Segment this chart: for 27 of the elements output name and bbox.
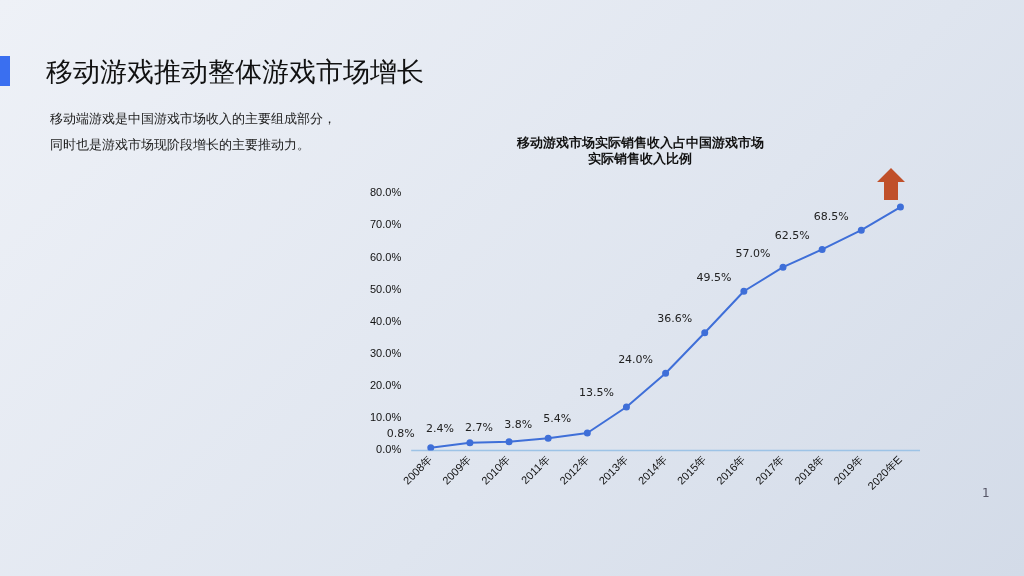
text: 同时也是游戏市场现阶段增长的主要推动力。 <box>50 136 310 154</box>
y-tick-label: 40.0% <box>369 314 402 327</box>
text: 移动游戏推动整体游戏市场增长 <box>46 55 424 89</box>
data-label: 57.0% <box>735 246 771 260</box>
data-label: 13.5% <box>578 386 614 400</box>
text: 移动游戏市场实际销售收入占中国游戏市场 <box>516 135 764 151</box>
data-label: 5.4% <box>543 412 572 426</box>
y-tick-label: 30.0% <box>369 346 402 359</box>
data-label: 49.5% <box>696 270 732 284</box>
text: 移动端游戏是中国游戏市场收入的主要组成部分， <box>50 110 336 128</box>
y-tick-label: 70.0% <box>369 218 402 231</box>
text: 实际销售收入比例 <box>588 150 692 166</box>
data-label: 3.8% <box>504 417 533 431</box>
y-tick-label: 60.0% <box>369 250 402 263</box>
y-tick-label: 50.0% <box>369 282 402 295</box>
data-label: 2.4% <box>425 422 454 436</box>
data-label: 24.0% <box>618 352 654 366</box>
data-label: 36.6% <box>657 312 693 326</box>
data-label: 2.7% <box>465 421 494 435</box>
y-tick-label: 20.0% <box>369 379 402 392</box>
data-label: 62.5% <box>774 228 810 242</box>
data-label: 0.8% <box>386 427 415 441</box>
data-label: 68.5% <box>813 209 849 223</box>
text: 1 <box>982 486 990 500</box>
y-tick-label: 0.0% <box>376 443 402 456</box>
y-tick-label: 80.0% <box>369 186 402 199</box>
y-tick-label: 10.0% <box>369 411 402 424</box>
